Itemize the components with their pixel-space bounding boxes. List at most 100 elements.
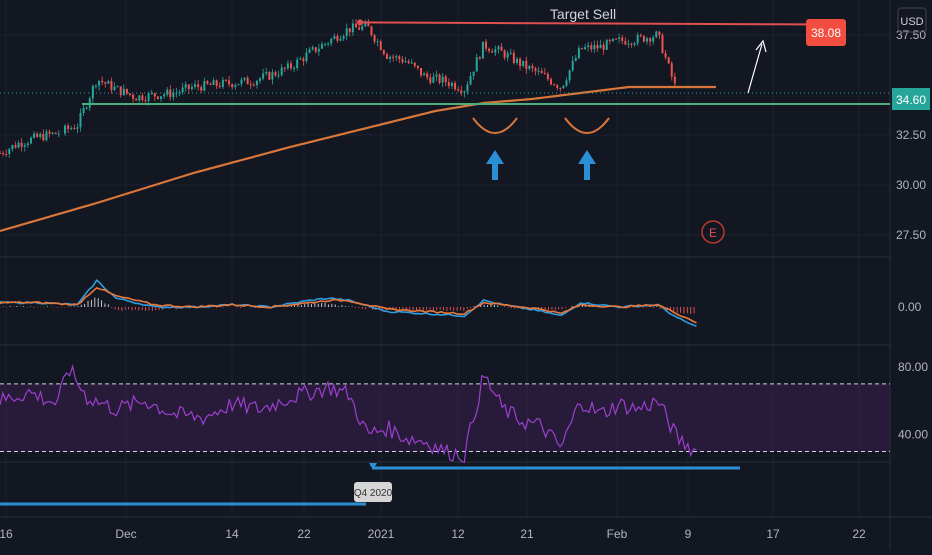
macd-pane[interactable]	[0, 278, 697, 328]
quarter-marker[interactable]: Q4 2020	[354, 482, 393, 502]
annotations: Target Sell E Q4 2020 USD 38.08 34.60	[0, 6, 930, 506]
candle-body	[463, 91, 466, 93]
rsi-pane[interactable]	[0, 363, 890, 464]
candle-body	[342, 35, 345, 39]
candle-body	[327, 43, 330, 45]
candle-body	[107, 81, 110, 84]
candle-body	[649, 38, 652, 42]
candle-body	[218, 85, 221, 87]
candle-body	[113, 86, 116, 91]
projection-arrow-head	[755, 39, 767, 53]
candle-body	[379, 41, 382, 51]
candle-body	[472, 71, 475, 76]
rsi-tick-label: 40.00	[898, 428, 928, 442]
current-price-tag: 34.60	[892, 88, 930, 110]
candle-body	[395, 56, 398, 58]
candle-body	[271, 72, 274, 80]
candle-body	[426, 73, 429, 78]
candle-body	[206, 80, 209, 84]
candle-body	[172, 93, 175, 98]
candle-body	[497, 46, 500, 50]
candle-body	[392, 56, 395, 58]
candle-body	[485, 41, 488, 49]
candle-body	[673, 76, 676, 84]
candle-body	[286, 63, 289, 69]
candle-body	[509, 53, 512, 55]
candle-body	[246, 77, 249, 85]
target-price-text: 38.08	[811, 26, 841, 40]
candle-body	[506, 53, 509, 58]
resistance-line	[359, 21, 807, 26]
x-tick-label: 14	[225, 527, 239, 541]
candle-body	[621, 37, 624, 41]
candle-body	[8, 149, 11, 155]
price-pane[interactable]	[0, 19, 890, 233]
earnings-marker[interactable]: E	[701, 220, 725, 244]
x-tick-label: 12	[451, 527, 465, 541]
candle-body	[618, 37, 621, 39]
quarter-tag	[354, 482, 392, 502]
candle-body	[633, 43, 636, 45]
candle-body	[150, 93, 153, 95]
candle-body	[568, 70, 571, 81]
usd-badge[interactable]: USD	[897, 7, 927, 33]
candle-body	[438, 74, 441, 83]
candle-body	[571, 60, 574, 71]
candle-body	[460, 90, 463, 93]
candle-body	[11, 145, 14, 150]
candle-body	[314, 47, 317, 52]
candle-body	[299, 58, 302, 60]
candle-body	[615, 38, 618, 40]
candle-body	[361, 26, 364, 30]
candle-body	[163, 94, 166, 97]
candle-body	[57, 133, 60, 135]
candle-body	[590, 45, 593, 50]
candle-body	[491, 51, 494, 53]
candle-body	[265, 71, 268, 74]
x-tick-label: 22	[297, 527, 311, 541]
candle-body	[503, 50, 506, 58]
candle-body	[79, 112, 82, 128]
candle-body	[141, 95, 144, 101]
candle-body	[64, 125, 67, 134]
candle-body	[94, 85, 97, 87]
candle-body	[385, 54, 388, 59]
candle-body	[70, 128, 73, 130]
candle-body	[190, 86, 193, 90]
candle-body	[280, 67, 283, 76]
candle-body	[194, 84, 197, 87]
candle-body	[0, 153, 1, 154]
candle-body	[42, 133, 45, 141]
x-tick-label: 9	[685, 527, 692, 541]
candle-body	[525, 60, 528, 69]
bottom-arc	[564, 117, 610, 134]
rsi-band-fill	[0, 383, 890, 452]
candle-body	[122, 88, 125, 96]
candle-body	[234, 85, 237, 88]
candle-body	[596, 45, 599, 49]
candle-body	[39, 133, 42, 138]
candle-body	[197, 84, 200, 88]
candle-body	[488, 48, 491, 52]
rsi-line	[0, 363, 697, 464]
candle-body	[293, 67, 296, 69]
candle-body	[543, 73, 546, 75]
candle-body	[283, 67, 286, 69]
candle-body	[410, 62, 413, 64]
currency-label: USD	[900, 16, 923, 28]
candle-body	[373, 35, 376, 42]
candle-body	[345, 28, 348, 36]
candle-body	[401, 59, 404, 63]
candle-body	[212, 80, 215, 85]
candle-body	[23, 145, 26, 147]
candle-body	[215, 80, 218, 86]
candle-body	[611, 38, 614, 42]
candle-body	[119, 86, 122, 96]
candle-body	[407, 61, 410, 63]
moving-average-line	[0, 85, 716, 233]
candle-body	[317, 48, 320, 52]
quarter-label: Q4 2020	[354, 488, 393, 499]
candle-body	[670, 63, 673, 77]
